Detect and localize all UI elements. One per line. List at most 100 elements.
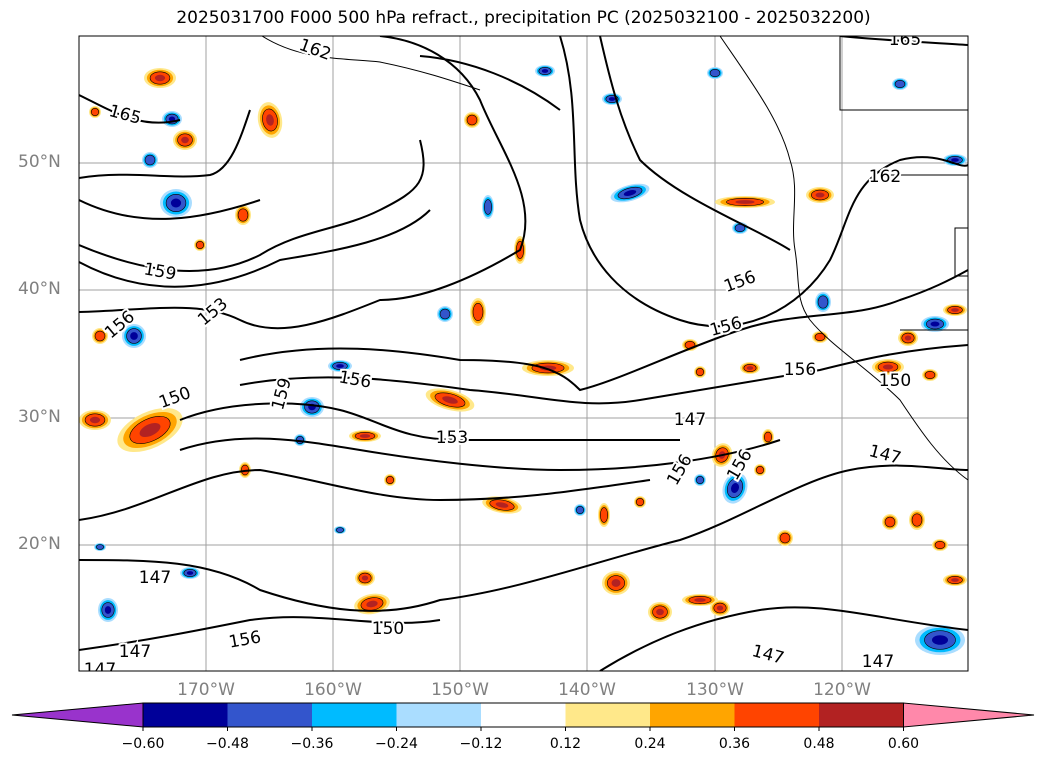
precip-level <box>439 308 451 320</box>
refractivity-isoline <box>599 36 791 251</box>
contour-value-label: 147 <box>674 410 706 430</box>
precip-level <box>695 475 705 485</box>
colorbar-segment <box>565 703 650 727</box>
contour-value-label: 150 <box>879 371 911 391</box>
positive-precip-patch <box>602 571 630 595</box>
positive-precip-patch <box>522 360 574 376</box>
precip-level <box>139 422 161 438</box>
latitude-label: 50°N <box>18 152 61 172</box>
negative-precip-patch <box>722 472 748 504</box>
precip-level <box>361 575 369 581</box>
negative-precip-patch <box>334 526 346 534</box>
precip-level <box>623 190 637 196</box>
positive-precip-patch <box>754 464 766 476</box>
latitude-label: 40°N <box>18 279 61 299</box>
positive-precip-patch <box>464 112 480 128</box>
precip-level <box>359 434 371 438</box>
precip-level <box>186 571 194 575</box>
refractivity-isoline <box>839 36 968 46</box>
precip-level <box>130 332 138 340</box>
positive-precip-patch <box>648 602 672 622</box>
precip-level <box>170 198 182 208</box>
positive-precip-patch <box>349 430 381 442</box>
precip-level <box>951 308 959 312</box>
refractivity-isoline <box>79 464 968 612</box>
precip-level <box>930 321 940 327</box>
colorbar-tick-label: 0.48 <box>803 736 835 752</box>
colorbar-segment <box>819 703 904 727</box>
precip-level <box>709 68 721 78</box>
precip-level <box>924 370 936 380</box>
negative-precip-patch <box>892 78 908 90</box>
precip-level <box>815 192 825 198</box>
colorbar-tick-label: 0.36 <box>718 736 751 752</box>
positive-precip-patch <box>425 388 475 412</box>
positive-precip-patch <box>932 539 948 551</box>
coastline-segment <box>954 227 968 277</box>
graticule <box>79 36 968 671</box>
negative-precip-patch <box>815 292 831 312</box>
colorbar-tick-label: −0.60 <box>121 736 165 752</box>
precip-level <box>735 200 755 204</box>
precip-level <box>911 513 923 527</box>
positive-precip-patch <box>482 496 522 514</box>
precip-level <box>746 366 754 370</box>
positive-precip-patch <box>470 298 486 326</box>
precip-level <box>466 114 478 126</box>
precip-level <box>541 69 549 73</box>
refractivity-isoline <box>79 109 251 179</box>
precip-level <box>237 208 249 222</box>
contour-value-label: 156 <box>227 627 262 652</box>
positive-precip-patch <box>777 530 793 546</box>
positive-precip-patch <box>762 429 774 445</box>
precip-level <box>95 544 105 550</box>
positive-precip-patch <box>257 102 283 138</box>
precip-level <box>195 240 205 250</box>
colorbar-segment <box>481 703 566 727</box>
refractivity-isoline <box>79 139 425 273</box>
coastline-segment <box>261 36 481 91</box>
longitude-label: 150°W <box>431 680 489 700</box>
longitude-label: 120°W <box>813 680 871 700</box>
precip-level <box>336 364 344 368</box>
negative-precip-patch <box>707 67 723 79</box>
positive-precip-patch <box>882 514 898 530</box>
positive-precip-patch <box>384 474 396 486</box>
negative-precip-patch <box>602 93 622 105</box>
refractivity-isoline <box>559 36 968 328</box>
precip-level <box>89 416 101 424</box>
positive-precip-patch <box>740 362 760 374</box>
colorbar-tick-label: −0.12 <box>459 736 503 752</box>
colorbar-tick-label: −0.36 <box>290 736 334 752</box>
precip-level <box>599 507 609 523</box>
colorbar-tick-label: 0.12 <box>549 736 582 752</box>
precip-level <box>181 136 189 144</box>
contour-value-label: 156 <box>784 360 816 380</box>
refractivity-isoline <box>419 55 561 111</box>
refractivity-isoline <box>79 209 431 288</box>
negative-precip-patch <box>122 324 146 348</box>
precip-level <box>144 154 156 166</box>
positive-precip-patch <box>92 328 108 344</box>
precip-level <box>779 532 791 544</box>
positive-precip-patch <box>144 68 176 88</box>
refractivity-isoline <box>179 437 781 472</box>
positive-precip-patch <box>117 407 183 453</box>
contour-value-label: 162 <box>869 167 901 187</box>
colorbar-segment <box>143 703 228 727</box>
contour-value-label: 147 <box>84 660 116 680</box>
positive-precip-patch <box>634 496 646 508</box>
negative-precip-patch <box>535 65 555 77</box>
coastline-segment <box>839 36 968 111</box>
refractivity-isoline <box>79 468 651 521</box>
refractivity-isoline <box>239 269 968 392</box>
positive-precip-patch <box>354 593 390 615</box>
precip-level <box>882 364 894 370</box>
map-frame <box>78 35 969 672</box>
precip-level <box>168 116 176 122</box>
precip-level <box>817 295 829 309</box>
negative-precip-patch <box>915 625 965 655</box>
colorbar-tick-label: −0.24 <box>375 736 418 752</box>
precip-level <box>366 600 378 608</box>
negative-precip-patch <box>328 360 352 372</box>
